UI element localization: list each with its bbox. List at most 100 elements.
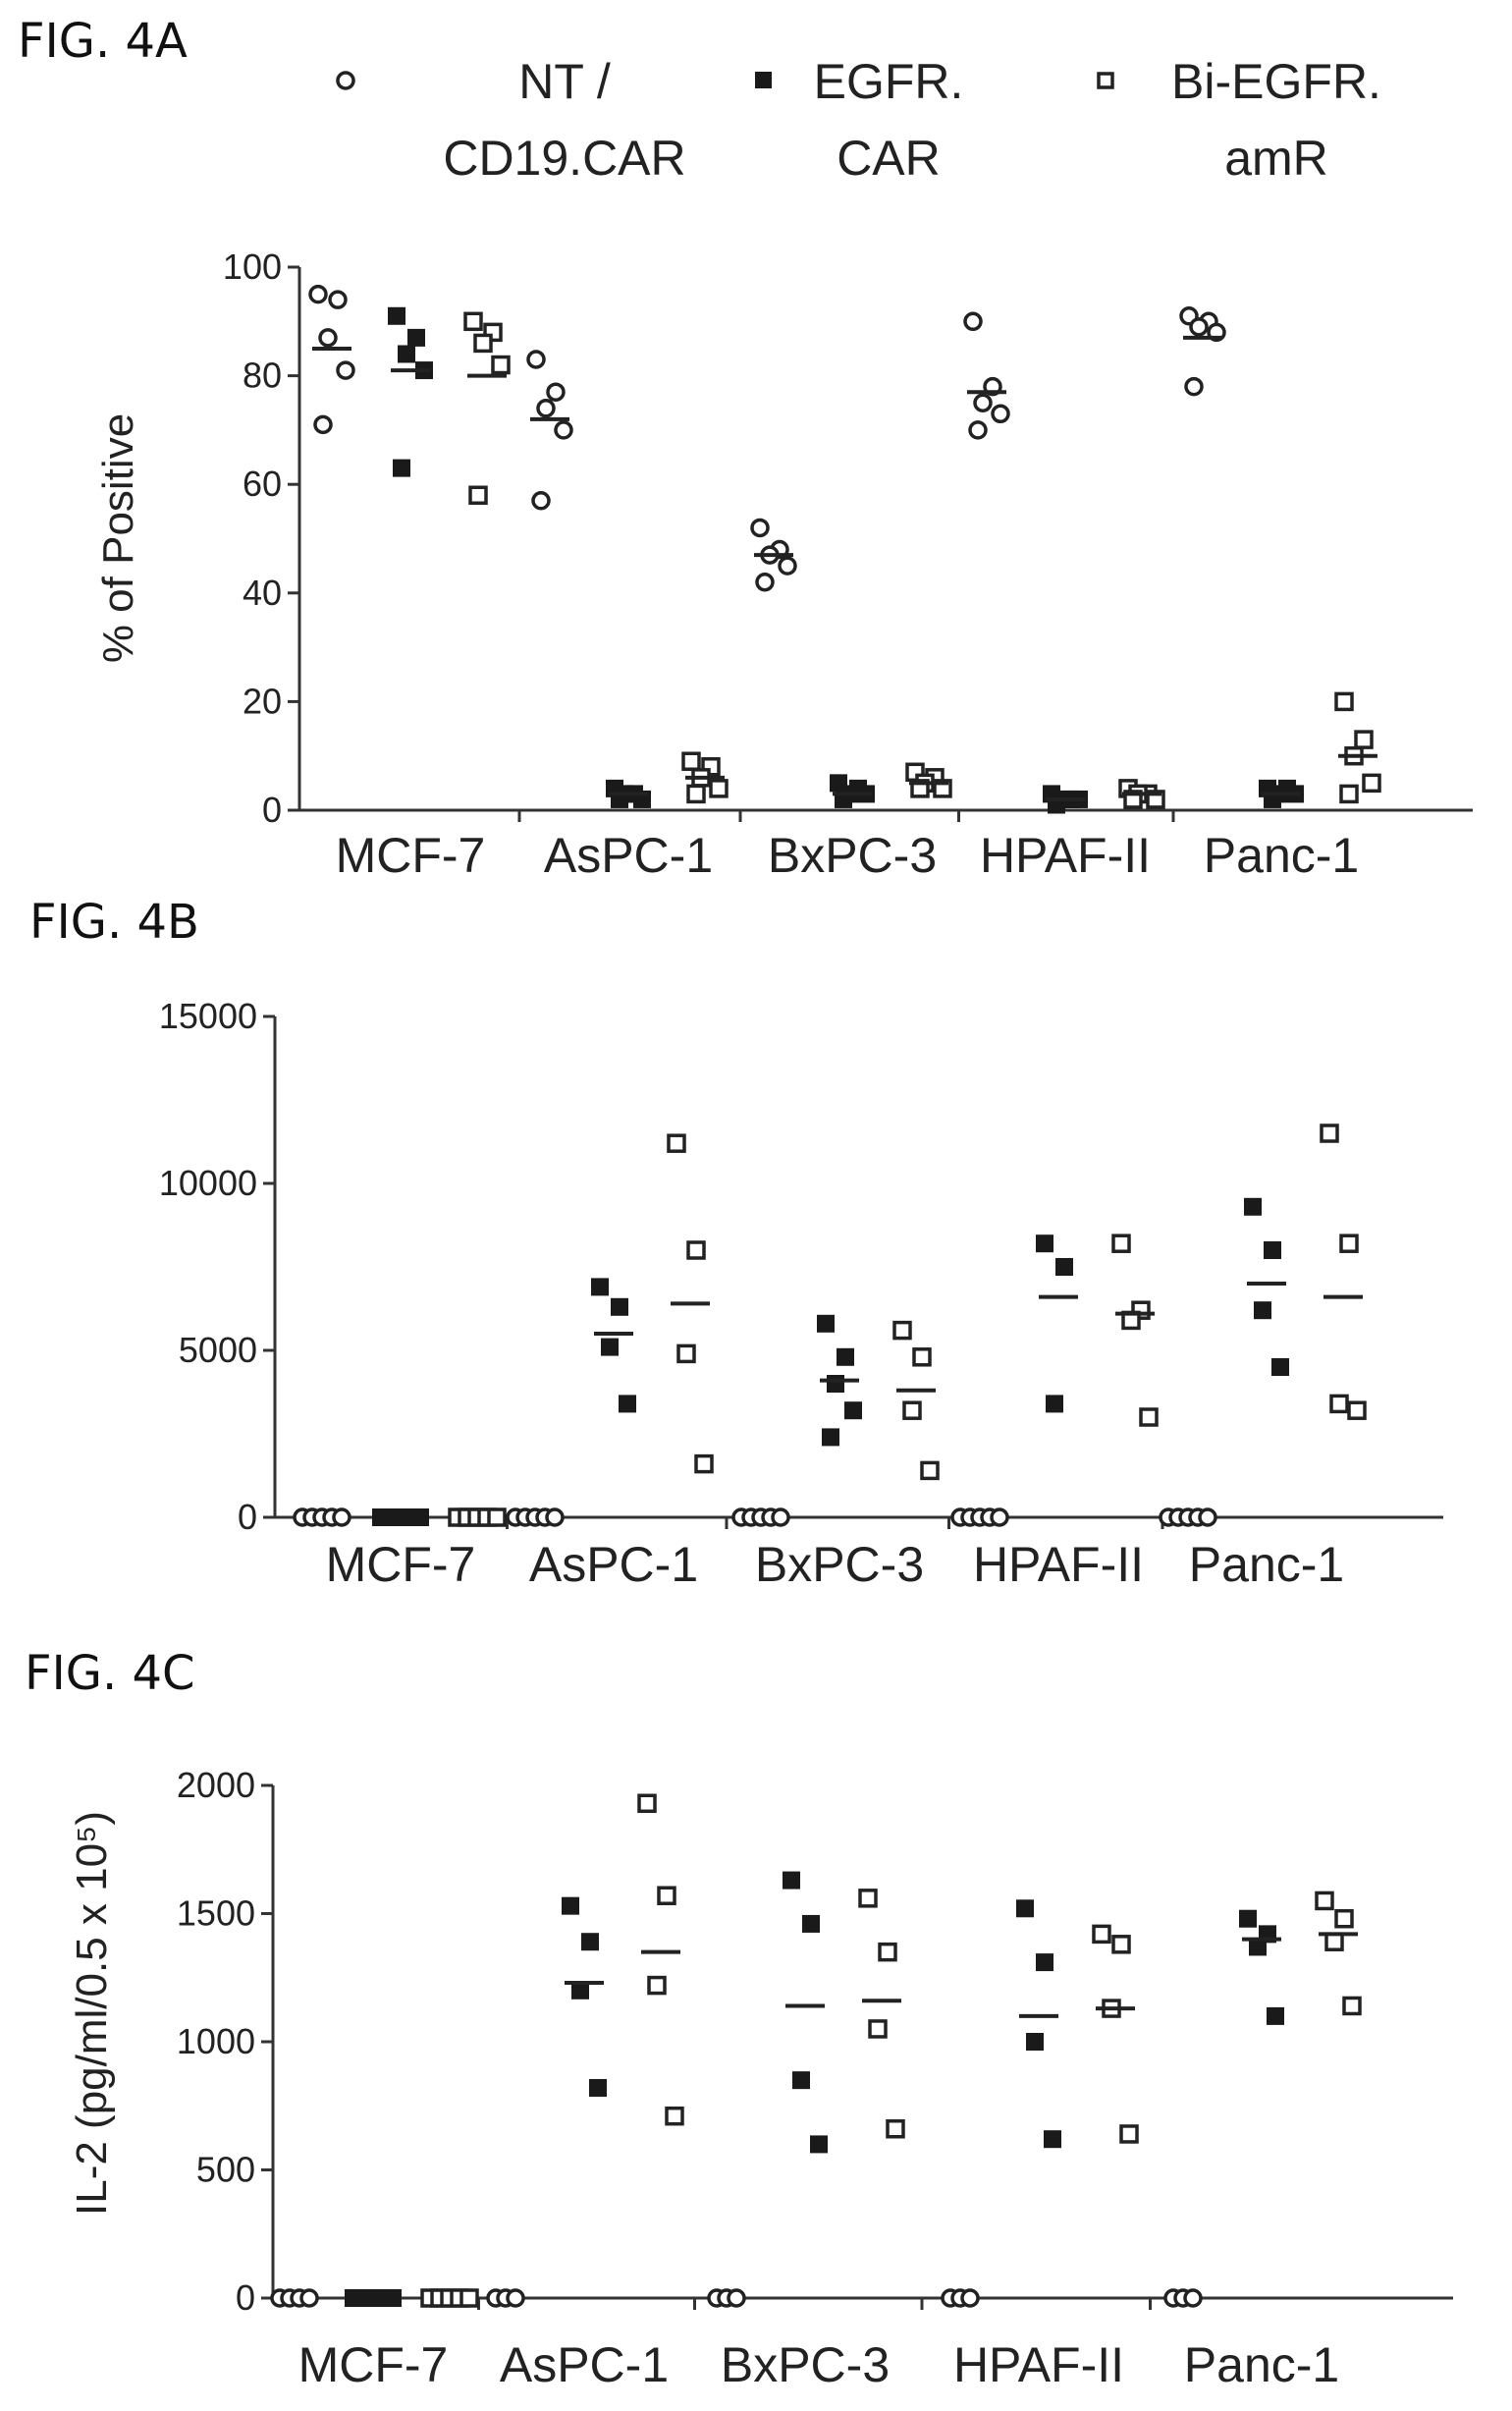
- data-point-bi-egfr-amr-bxpc-3: [878, 1942, 897, 1962]
- data-point-egfr-car-aspc-1: [562, 1896, 579, 1915]
- category-label-mcf-7: MCF-7: [336, 828, 486, 883]
- data-point-bi-egfr-amr-panc-1: [1329, 1394, 1349, 1414]
- data-point-egfr-car-hpaf-ii: [1046, 1395, 1063, 1413]
- data-point-nt-cd19-car-aspc-1: [546, 382, 566, 402]
- data-point-bi-egfr-amr-bxpc-3: [886, 2118, 905, 2139]
- data-point-bi-egfr-amr-bxpc-3: [868, 2019, 888, 2039]
- y-tick-label: 2000: [177, 1765, 255, 1805]
- data-point-nt-cd19-car-panc-1: [1189, 317, 1209, 337]
- data-point-egfr-car-panc-1: [1267, 2006, 1284, 2025]
- data-point-bi-egfr-amr-aspc-1: [665, 2106, 684, 2126]
- legend-label-line2: amR: [1224, 131, 1328, 186]
- data-point-egfr-car-panc-1: [1264, 1241, 1281, 1259]
- legend-open-square-marker: [1097, 72, 1114, 89]
- data-point-nt-cd19-car-bxpc-3: [778, 556, 797, 575]
- y-axis-title: % of Positive: [94, 413, 142, 663]
- data-point-egfr-car-bxpc-3: [837, 1347, 854, 1366]
- data-point-egfr-car-bxpc-3: [817, 1314, 835, 1333]
- data-point-egfr-car-aspc-1: [589, 2078, 607, 2097]
- category-label-panc-1: Panc-1: [1189, 1537, 1344, 1592]
- data-point-nt-cd19-car-mcf-7: [332, 1507, 351, 1527]
- data-point-egfr-car-panc-1: [1239, 1909, 1257, 1928]
- data-point-nt-cd19-car-bxpc-3: [755, 572, 775, 592]
- category-label-mcf-7: MCF-7: [298, 2337, 449, 2392]
- legend-label-line2: CD19.CAR: [443, 131, 685, 186]
- data-point-nt-cd19-car-bxpc-3: [727, 2288, 746, 2308]
- data-point-egfr-car-panc-1: [1271, 1358, 1289, 1376]
- y-tick-label: 5000: [179, 1330, 257, 1370]
- data-point-nt-cd19-car-mcf-7: [336, 360, 355, 380]
- data-point-bi-egfr-amr-hpaf-ii: [1139, 1407, 1159, 1427]
- data-point-egfr-car-mcf-7: [384, 2289, 402, 2307]
- data-point-nt-cd19-car-aspc-1: [506, 2288, 525, 2308]
- y-axis-title: IL-2 (pg/ml/0.5 x 10⁵): [68, 1811, 116, 2216]
- data-point-egfr-car-hpaf-ii: [1026, 2033, 1044, 2051]
- category-label-panc-1: Panc-1: [1184, 2337, 1339, 2392]
- data-point-nt-cd19-car-mcf-7: [308, 284, 328, 304]
- data-point-nt-cd19-car-hpaf-ii: [968, 420, 988, 440]
- data-point-egfr-car-bxpc-3: [810, 2135, 828, 2154]
- data-point-nt-cd19-car-mcf-7: [313, 414, 333, 435]
- data-point-bi-egfr-amr-aspc-1: [681, 751, 701, 771]
- y-tick-label: 100: [223, 247, 282, 287]
- legend-label-line1: EGFR.: [814, 54, 964, 109]
- data-point-bi-egfr-amr-mcf-7: [459, 2288, 479, 2308]
- y-tick-label: 60: [243, 464, 282, 504]
- data-point-bi-egfr-amr-hpaf-ii: [1092, 1924, 1111, 1945]
- data-point-egfr-car-bxpc-3: [822, 1428, 839, 1447]
- data-point-egfr-car-hpaf-ii: [1036, 1953, 1053, 1972]
- data-point-bi-egfr-amr-aspc-1: [709, 779, 729, 798]
- data-point-bi-egfr-amr-mcf-7: [463, 311, 483, 332]
- data-point-egfr-car-aspc-1: [611, 1297, 628, 1316]
- data-point-bi-egfr-amr-mcf-7: [491, 355, 511, 375]
- y-tick-label: 0: [238, 1497, 257, 1537]
- data-point-egfr-car-bxpc-3: [792, 2071, 810, 2090]
- data-point-bi-egfr-amr-panc-1: [1342, 1996, 1362, 2016]
- data-point-bi-egfr-amr-hpaf-ii: [1111, 1935, 1131, 1954]
- legend-open-circle-marker: [336, 71, 355, 90]
- data-point-egfr-car-mcf-7: [398, 345, 415, 363]
- legend-label-line1: Bi-EGFR.: [1171, 54, 1381, 109]
- panel-4a: 0 20 40 60 80 100 MCF-7 AsPC-1 BxPC-3 HPAF-II Panc…: [94, 247, 1473, 883]
- data-point-egfr-car-hpaf-ii: [1016, 1899, 1034, 1918]
- data-point-nt-cd19-car-aspc-1: [531, 491, 551, 511]
- y-tick-label: 0: [262, 790, 282, 830]
- y-tick-label: 500: [196, 2150, 255, 2190]
- data-point-nt-cd19-car-hpaf-ii: [973, 393, 993, 412]
- category-label-aspc-1: AsPC-1: [500, 2337, 669, 2392]
- legend-label-line1: NT /: [518, 54, 611, 109]
- category-label-bxpc-3: BxPC-3: [721, 2337, 890, 2392]
- data-point-bi-egfr-amr-panc-1: [1334, 1908, 1354, 1929]
- data-point-bi-egfr-amr-bxpc-3: [902, 1400, 922, 1420]
- data-point-bi-egfr-amr-aspc-1: [686, 1240, 706, 1260]
- data-point-egfr-car-hpaf-ii: [1044, 2130, 1061, 2149]
- data-point-bi-egfr-amr-panc-1: [1320, 1123, 1339, 1143]
- data-point-bi-egfr-amr-aspc-1: [686, 784, 706, 804]
- data-point-nt-cd19-car-panc-1: [1198, 1507, 1217, 1527]
- data-point-bi-egfr-amr-panc-1: [1362, 773, 1381, 794]
- data-point-nt-cd19-car-hpaf-ii: [963, 311, 983, 332]
- data-point-bi-egfr-amr-panc-1: [1324, 1932, 1344, 1951]
- data-point-nt-cd19-car-hpaf-ii: [960, 2288, 980, 2308]
- fig-4c-label: FIG. 4C: [25, 1646, 195, 1701]
- legend-item-nt-cd19car: NT / CD19.CAR: [336, 54, 686, 186]
- data-point-egfr-car-aspc-1: [581, 1933, 599, 1951]
- category-label-bxpc-3: BxPC-3: [755, 1537, 924, 1592]
- data-point-nt-cd19-car-hpaf-ii: [991, 404, 1010, 424]
- data-point-egfr-car-panc-1: [1244, 1197, 1262, 1216]
- data-point-nt-cd19-car-bxpc-3: [750, 518, 770, 538]
- data-point-egfr-car-panc-1: [1254, 1301, 1271, 1320]
- category-label-aspc-1: AsPC-1: [544, 828, 713, 883]
- legend-item-bi-egfr-amr: Bi-EGFR. amR: [1097, 54, 1381, 186]
- data-point-bi-egfr-amr-aspc-1: [676, 1343, 696, 1364]
- data-point-nt-cd19-car-mcf-7: [328, 290, 348, 309]
- data-point-bi-egfr-amr-bxpc-3: [892, 1320, 912, 1341]
- data-point-bi-egfr-amr-bxpc-3: [858, 1889, 878, 1908]
- data-point-egfr-car-panc-1: [1249, 1938, 1267, 1956]
- y-tick-label: 40: [243, 573, 282, 613]
- data-point-egfr-car-bxpc-3: [802, 1914, 820, 1933]
- legend-item-egfr-car: EGFR. CAR: [755, 54, 964, 186]
- data-point-nt-cd19-car-mcf-7: [318, 328, 338, 348]
- y-tick-label: 1000: [177, 2021, 255, 2061]
- category-label-bxpc-3: BxPC-3: [768, 828, 937, 883]
